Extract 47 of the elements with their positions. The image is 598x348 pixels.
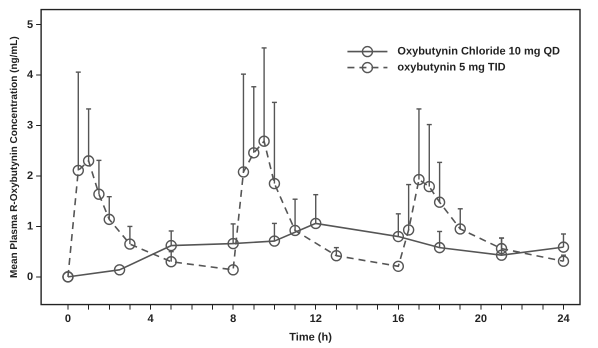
point: [114, 264, 126, 276]
legend-label: oxybutynin 5 mg TID: [397, 62, 506, 74]
point: [289, 224, 301, 236]
point: [434, 196, 446, 208]
x-axis-title: Time (h): [289, 331, 332, 344]
point: [104, 214, 115, 226]
x-tick-label: 20: [474, 313, 488, 326]
point: [413, 174, 425, 186]
y-tick-label: 0: [26, 270, 34, 283]
point: [93, 188, 105, 200]
y-tick-label: 1: [26, 220, 34, 232]
x-tick-label: 24: [557, 313, 570, 326]
point: [558, 241, 570, 253]
point: [238, 166, 250, 178]
point: [248, 147, 260, 159]
y-tick-label: 2: [26, 170, 34, 182]
point: [310, 218, 322, 230]
point: [330, 250, 342, 262]
point: [434, 242, 446, 254]
point: [72, 164, 84, 176]
point: [82, 155, 94, 167]
point: [496, 249, 508, 261]
point: [227, 238, 239, 250]
point: [227, 264, 239, 276]
point: [258, 136, 270, 147]
point: [165, 256, 177, 268]
y-tick-label: 3: [26, 120, 34, 132]
x-tick-label: 12: [310, 313, 322, 326]
point: [392, 230, 404, 242]
point: [424, 180, 435, 192]
point: [268, 178, 280, 190]
y-tick-label: 4: [26, 69, 34, 82]
point: [392, 260, 404, 272]
point: [268, 235, 280, 247]
x-tick-label: 0: [64, 313, 72, 326]
point: [454, 223, 466, 235]
y-axis-title: Mean Plasma R-Oxybutynin Concentration (ng/mL): [8, 36, 20, 278]
point: [165, 240, 177, 252]
point: [496, 242, 508, 254]
point: [124, 238, 136, 250]
point: [558, 256, 570, 267]
y-tick-label: 5: [26, 18, 34, 31]
point: [402, 224, 414, 236]
x-tick-label: 4: [147, 313, 154, 326]
x-tick-label: 16: [392, 313, 404, 326]
legend-label: Oxybutynin Chloride 10 mg QD: [397, 46, 560, 58]
x-tick-label: 8: [230, 313, 236, 326]
